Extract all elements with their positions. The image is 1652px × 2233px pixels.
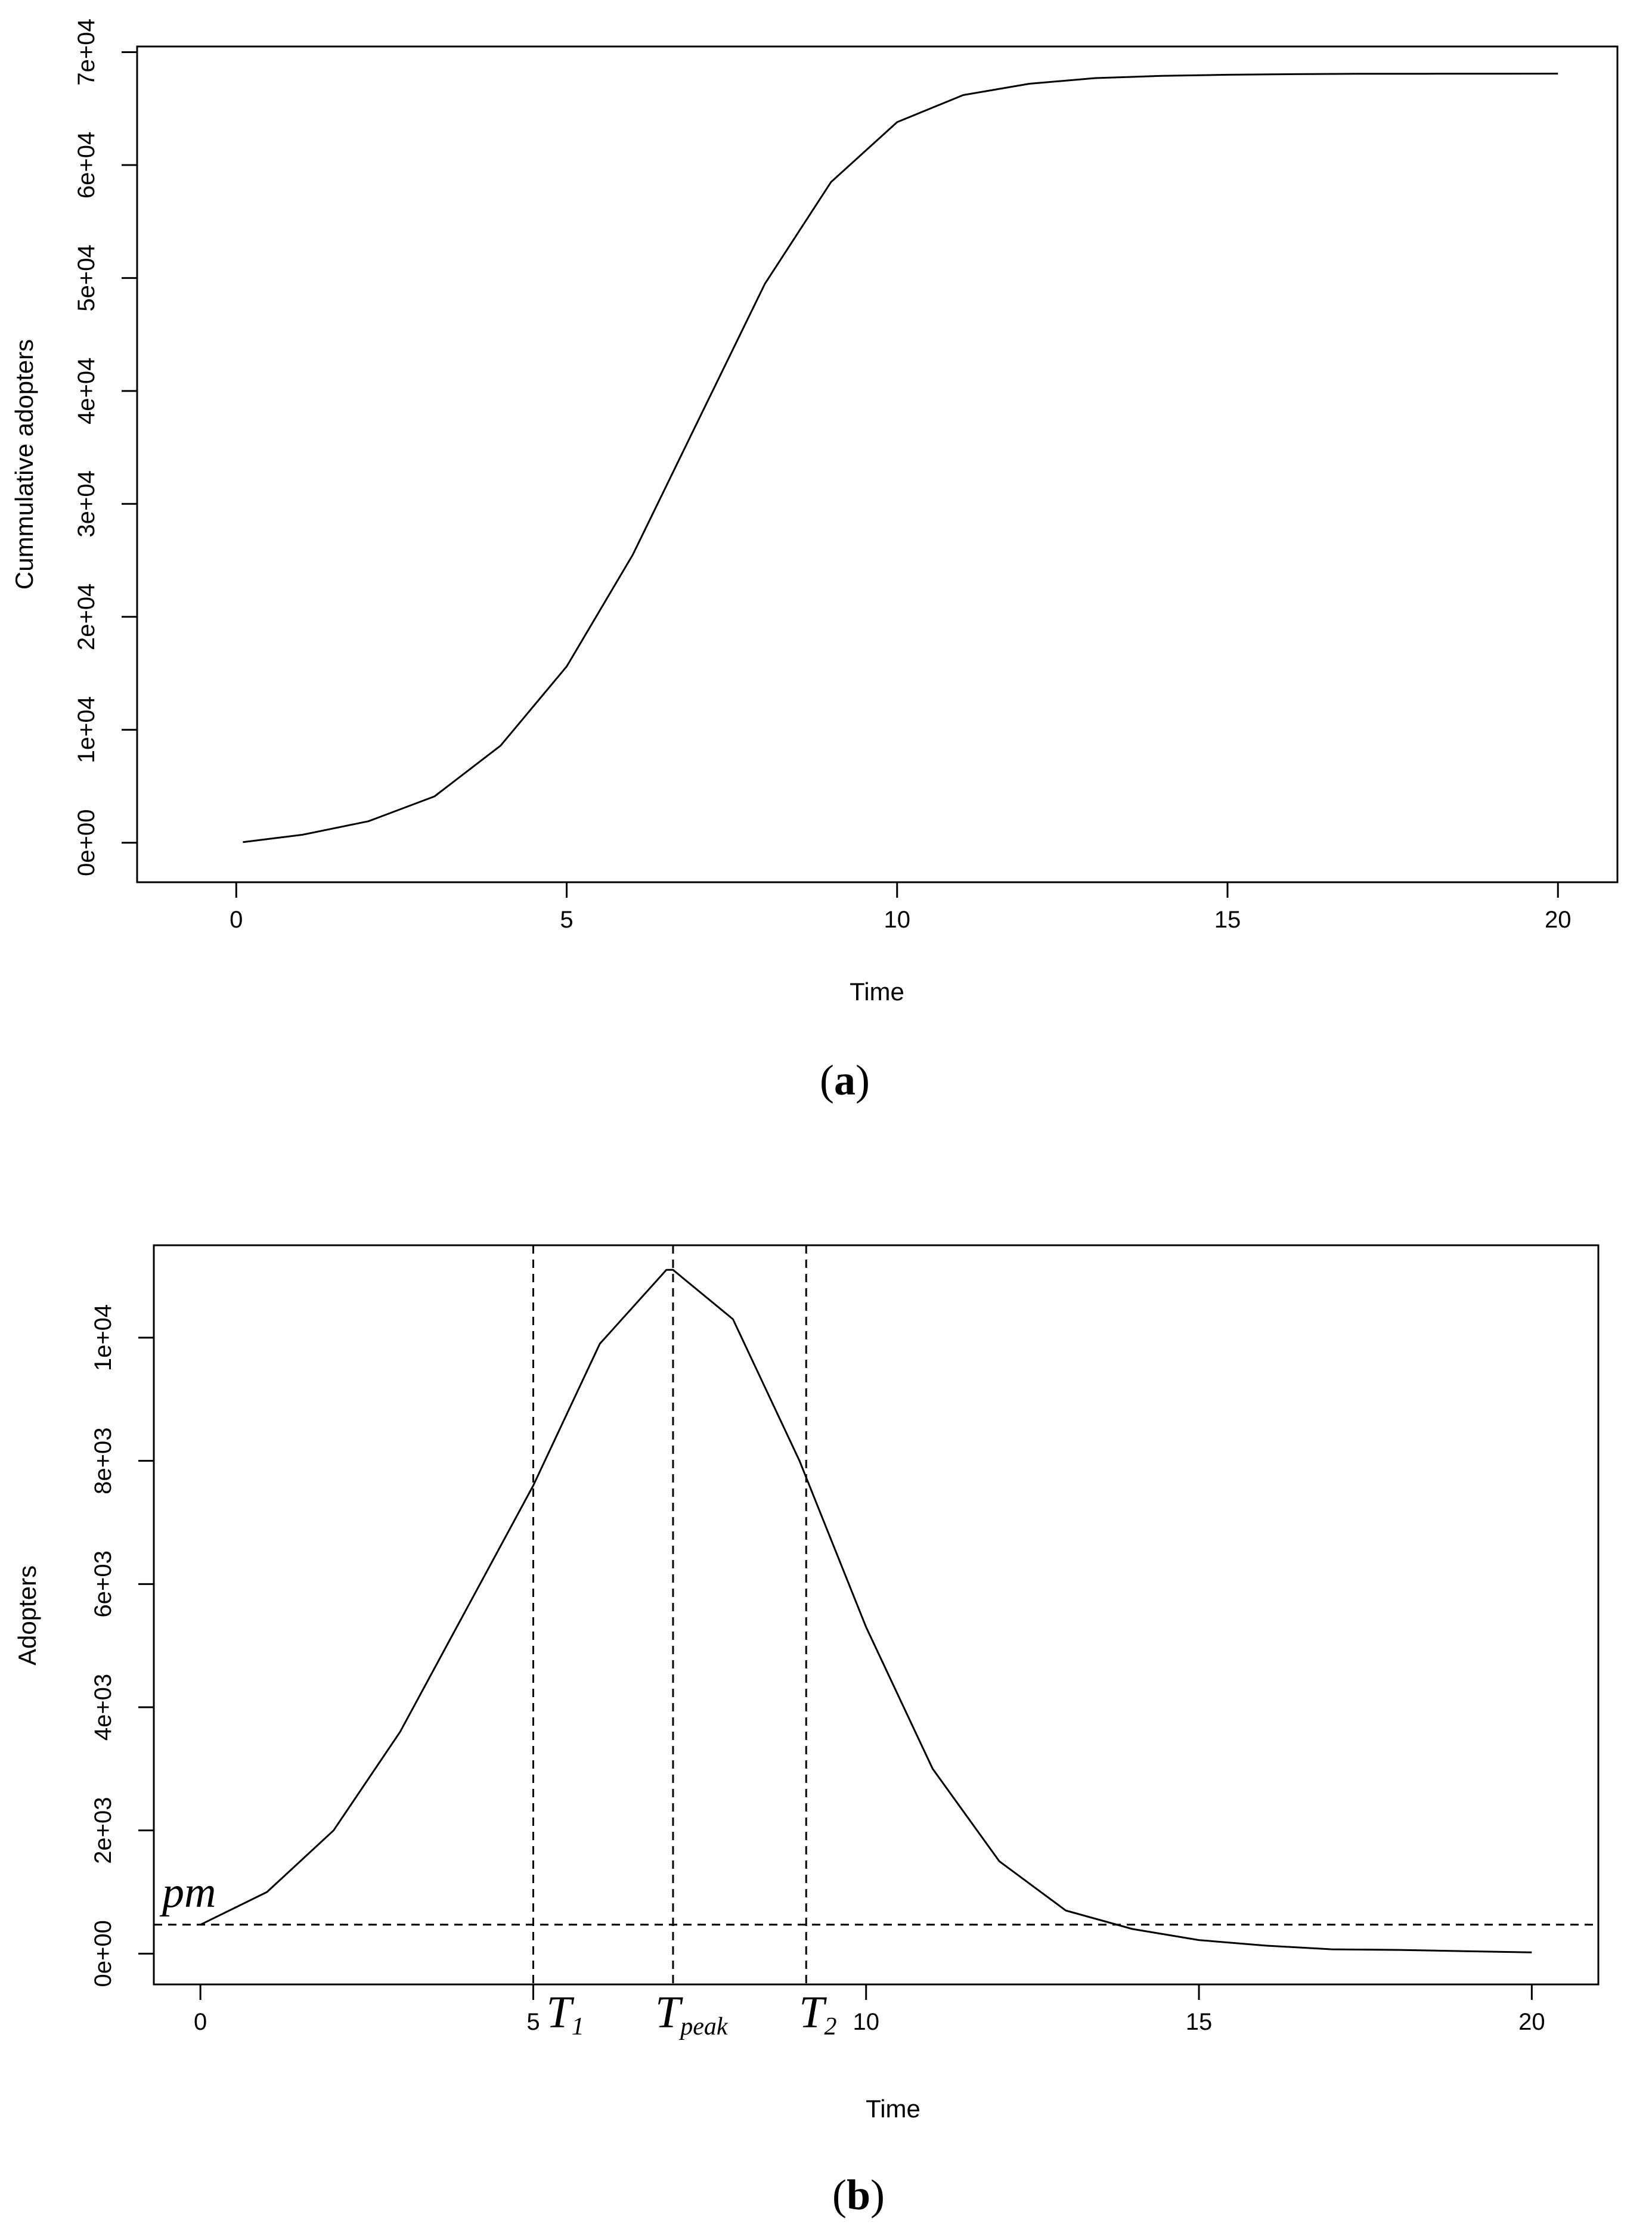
panel-b-y-axis: 0e+00 2e+03 4e+03 6e+03 8e+03 1e+04 (90, 1304, 154, 1987)
panel-a-y-tick-label: 6e+04 (73, 132, 100, 199)
panel-a-y-tick-label: 3e+04 (73, 470, 100, 537)
panel-b-x-axis-label: Time (866, 2095, 920, 2123)
panel-a-y-tick-label: 7e+04 (73, 18, 100, 85)
panel-b-caption-open: ( (832, 2171, 847, 2219)
panel-b-y-tick-label: 8e+03 (90, 1427, 116, 1494)
panel-b-caption: (b) (832, 2171, 885, 2219)
panel-b-reference-lines (154, 1245, 1598, 1984)
panel-b-plot-frame (153, 1244, 1600, 1986)
panel-b-x-tick-label: 15 (1186, 2009, 1213, 2035)
panel-b-ref-hline-label: pm (159, 1868, 216, 1917)
panel-b-series-line (200, 1269, 1532, 1953)
panel-b-x-axis: 0 5 10 15 20 (194, 1984, 1545, 2035)
panel-b-series (200, 1269, 1532, 1953)
panel-a-series-line (243, 73, 1558, 843)
panel-a-x-axis-label: Time (850, 978, 904, 1006)
panel-b-ref-vline-label: T1 (546, 1987, 584, 2040)
panel-a-caption-letter: a (834, 1056, 856, 1104)
panel-a-y-tick-label: 4e+04 (73, 358, 100, 424)
panel-b-x-tick-label: 10 (853, 2009, 880, 2035)
panel-b-caption-letter: b (847, 2171, 870, 2219)
panel-a-y-tick-label: 0e+00 (73, 810, 100, 876)
panel-b-x-tick-label: 0 (194, 2009, 207, 2035)
panel-a-y-tick-label: 5e+04 (73, 244, 100, 311)
panel-a-y-axis-label: Cummulative adopters (10, 339, 38, 590)
panel-b-y-tick-label: 6e+03 (90, 1550, 116, 1617)
panel-a-series (243, 73, 1558, 843)
panel-b-caption-close: ) (870, 2171, 885, 2219)
panel-b-y-axis-label: Adopters (13, 1565, 41, 1666)
panel-b-x-tick-label: 20 (1518, 2009, 1545, 2035)
panel-a-x-axis: 0 5 10 15 20 (230, 882, 1571, 933)
panel-a-plot-frame (136, 45, 1619, 883)
panel-a-chart: 0 5 10 15 20 0e+00 1e+04 2e+04 3e+04 4e+04 5e+04 6… (10, 18, 1619, 1104)
panel-a-x-tick-label: 0 (230, 907, 243, 933)
panel-a-caption-close: ) (856, 1056, 870, 1104)
panel-a-y-tick-label: 2e+04 (73, 584, 100, 650)
panel-a-x-tick-label: 20 (1545, 907, 1572, 933)
panel-b-chart: 0 5 10 15 20 0e+002e+034e+036e+038e+031e+04 … (13, 1244, 1600, 2219)
panel-b-y-tick-label: 1e+04 (90, 1304, 116, 1371)
panel-b-reference-labels: T1 Tpeak T2 pm (159, 1868, 837, 2040)
panel-b-y-tick-label: 0e+00 (90, 1920, 116, 1987)
panel-a-x-tick-label: 15 (1214, 907, 1241, 933)
panel-b-ref-vline-label: Tpeak (655, 1987, 729, 2040)
panel-b-ref-vline-label: T2 (799, 1987, 836, 2040)
panel-b-y-tick-label: 4e+03 (90, 1674, 116, 1741)
panel-a-y-axis: 0e+00 1e+04 2e+04 3e+04 4e+04 5e+04 6e+04 7e+04 (73, 18, 137, 876)
panel-a-caption: (a) (820, 1056, 870, 1104)
panel-a-y-tick-label: 1e+04 (73, 696, 100, 763)
panel-b-y-tick-label: 2e+03 (90, 1797, 116, 1863)
panel-a-x-tick-label: 5 (560, 907, 573, 933)
panel-b-x-tick-label: 5 (526, 2009, 540, 2035)
panel-a-x-tick-label: 10 (884, 907, 911, 933)
panel-a-caption-open: ( (820, 1056, 834, 1104)
